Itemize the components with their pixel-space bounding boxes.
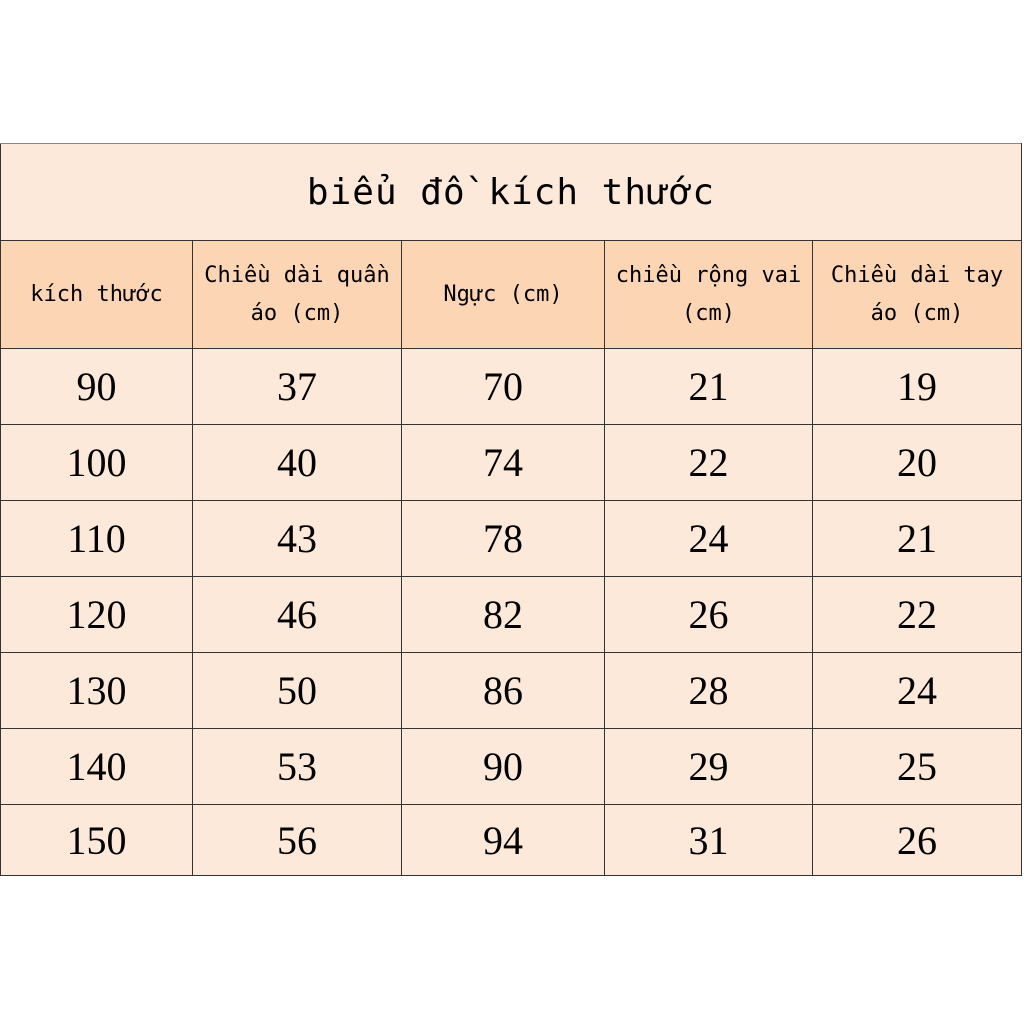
column-header: Chiều dài tay áo (cm) [812,240,1022,349]
table-cell: 29 [604,728,813,805]
table-cell: 21 [812,500,1022,577]
table-cell: 70 [401,348,605,425]
table-row: 100 40 74 22 20 [0,424,1022,501]
column-header: Chiều dài quần áo (cm) [192,240,402,349]
table-row: 140 53 90 29 25 [0,728,1022,805]
table-cell: 37 [192,348,402,425]
table-cell: 53 [192,728,402,805]
table-cell: 74 [401,424,605,501]
table-cell: 19 [812,348,1022,425]
table-cell: 21 [604,348,813,425]
table-cell: 120 [0,576,193,653]
table-row: 110 43 78 24 21 [0,500,1022,577]
table-row: 90 37 70 21 19 [0,348,1022,425]
table-cell: 100 [0,424,193,501]
table-row: 150 56 94 31 26 [0,804,1022,876]
table-cell: 50 [192,652,402,729]
table-cell: 24 [812,652,1022,729]
table-cell: 40 [192,424,402,501]
table-cell: 90 [401,728,605,805]
table-cell: 20 [812,424,1022,501]
table-cell: 24 [604,500,813,577]
table-cell: 78 [401,500,605,577]
table-cell: 56 [192,804,402,876]
table-title: biểu đồ kích thước [0,143,1022,241]
size-chart-table: biểu đồ kích thước kích thước Chiều dài … [0,143,1022,876]
table-cell: 94 [401,804,605,876]
table-cell: 31 [604,804,813,876]
column-header: Ngực (cm) [401,240,605,349]
table-cell: 28 [604,652,813,729]
table-cell: 26 [812,804,1022,876]
table-cell: 26 [604,576,813,653]
table-cell: 43 [192,500,402,577]
column-header: kích thước [0,240,193,349]
table-row: 130 50 86 28 24 [0,652,1022,729]
table-cell: 22 [812,576,1022,653]
column-header: chiều rộng vai (cm) [604,240,813,349]
table-cell: 90 [0,348,193,425]
table-cell: 86 [401,652,605,729]
table-cell: 22 [604,424,813,501]
table-cell: 110 [0,500,193,577]
table-row: 120 46 82 26 22 [0,576,1022,653]
table-cell: 150 [0,804,193,876]
table-cell: 25 [812,728,1022,805]
table-cell: 140 [0,728,193,805]
table-cell: 46 [192,576,402,653]
table-cell: 130 [0,652,193,729]
table-cell: 82 [401,576,605,653]
header-row: kích thước Chiều dài quần áo (cm) Ngực (… [0,240,1022,349]
